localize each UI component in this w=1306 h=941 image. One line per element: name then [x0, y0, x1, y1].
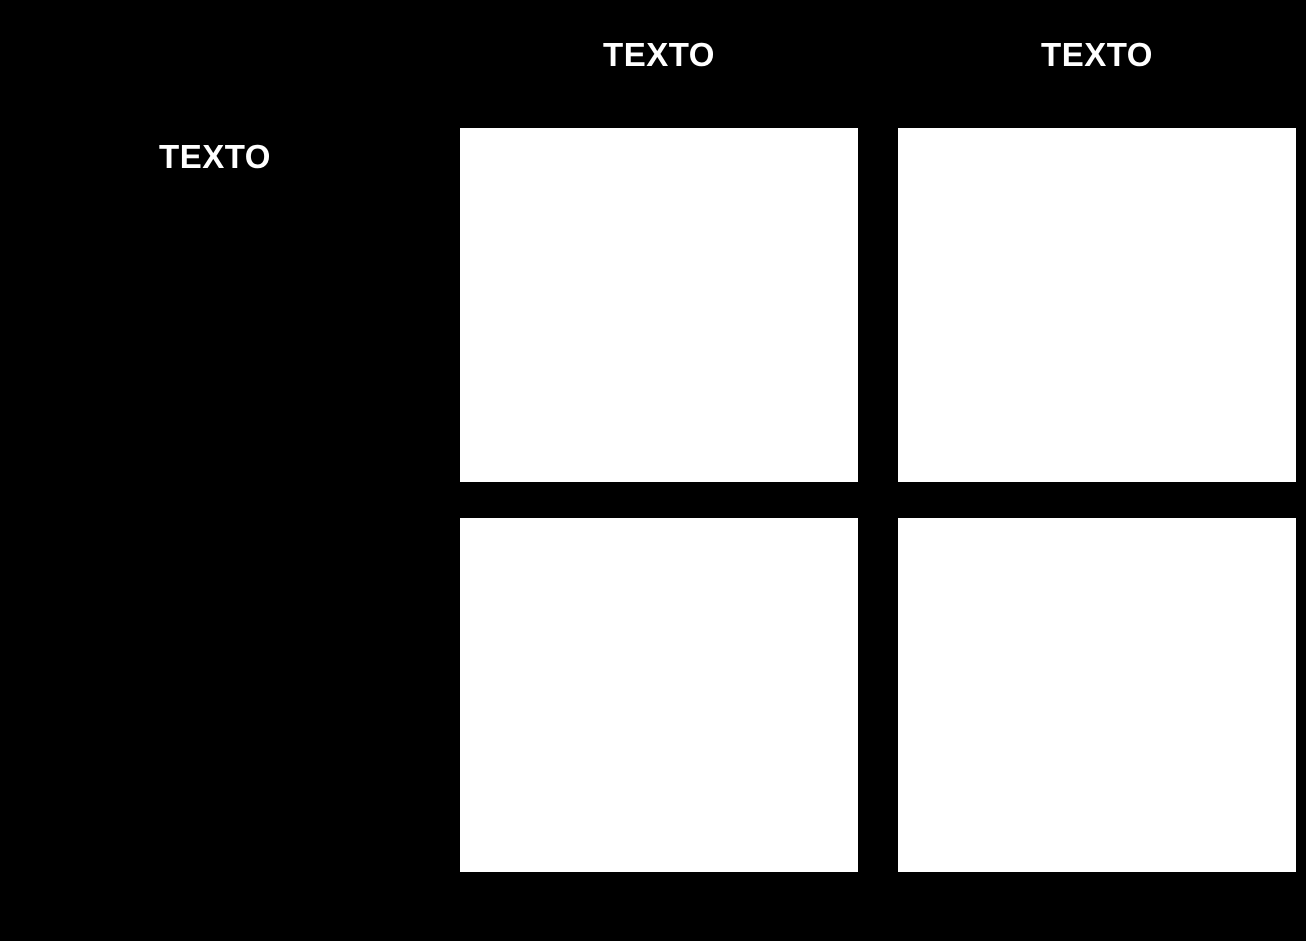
cell-r2c1[interactable]	[460, 518, 858, 872]
cell-r2c2[interactable]	[898, 518, 1296, 872]
cell-wrap-r2c1	[450, 500, 868, 890]
cell-r1c1[interactable]	[460, 128, 858, 482]
column-header-2-label: TEXTO	[1041, 36, 1153, 74]
column-header-1: TEXTO	[450, 0, 868, 110]
row-header-1: TEXTO	[0, 110, 430, 500]
cell-wrap-r1c1	[450, 110, 868, 500]
comparison-grid: TEXTO TEXTO TEXTO	[0, 0, 1306, 941]
cell-wrap-r1c2	[888, 110, 1306, 500]
row-header-2	[0, 500, 430, 890]
column-header-1-label: TEXTO	[603, 36, 715, 74]
row-header-1-label: TEXTO	[159, 138, 271, 176]
grid-corner	[0, 0, 430, 110]
cell-wrap-r2c2	[888, 500, 1306, 890]
column-header-2: TEXTO	[888, 0, 1306, 110]
cell-r1c2[interactable]	[898, 128, 1296, 482]
